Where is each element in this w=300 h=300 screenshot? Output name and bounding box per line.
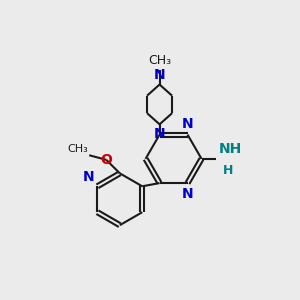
Text: N: N bbox=[154, 127, 165, 141]
Text: CH₃: CH₃ bbox=[67, 144, 88, 154]
Text: NH: NH bbox=[219, 142, 242, 157]
Text: O: O bbox=[100, 153, 112, 167]
Text: N: N bbox=[154, 68, 165, 82]
Text: H: H bbox=[223, 164, 233, 177]
Text: N: N bbox=[182, 187, 194, 201]
Text: N: N bbox=[182, 117, 194, 131]
Text: N: N bbox=[83, 170, 94, 184]
Text: CH₃: CH₃ bbox=[148, 54, 171, 67]
